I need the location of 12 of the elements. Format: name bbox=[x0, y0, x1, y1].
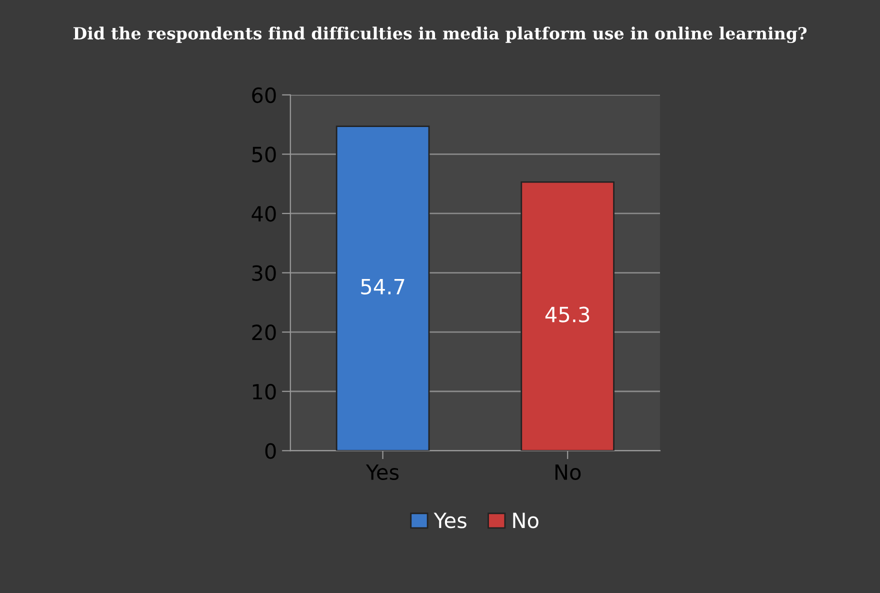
y-tick-label: 50 bbox=[252, 146, 276, 162]
data-label: 54.7 bbox=[361, 279, 404, 295]
y-tick-label: 20 bbox=[252, 324, 276, 340]
chart-title: Did the respondents find difficulties in media platform use in online learning? bbox=[73, 26, 807, 44]
legend-label: Yes bbox=[434, 512, 466, 528]
y-tick-label: 30 bbox=[252, 265, 276, 281]
y-tick-label: 10 bbox=[252, 384, 276, 400]
y-tick-label: 0 bbox=[265, 443, 276, 459]
y-tick-label: 40 bbox=[252, 206, 276, 222]
legend-label: No bbox=[513, 512, 538, 528]
data-label: 45.3 bbox=[545, 306, 590, 322]
y-tick-label: 60 bbox=[252, 87, 276, 104]
